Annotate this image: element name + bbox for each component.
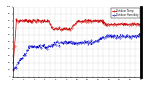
Legend: Outdoor Temp, Outdoor Humidity: Outdoor Temp, Outdoor Humidity	[111, 8, 140, 18]
